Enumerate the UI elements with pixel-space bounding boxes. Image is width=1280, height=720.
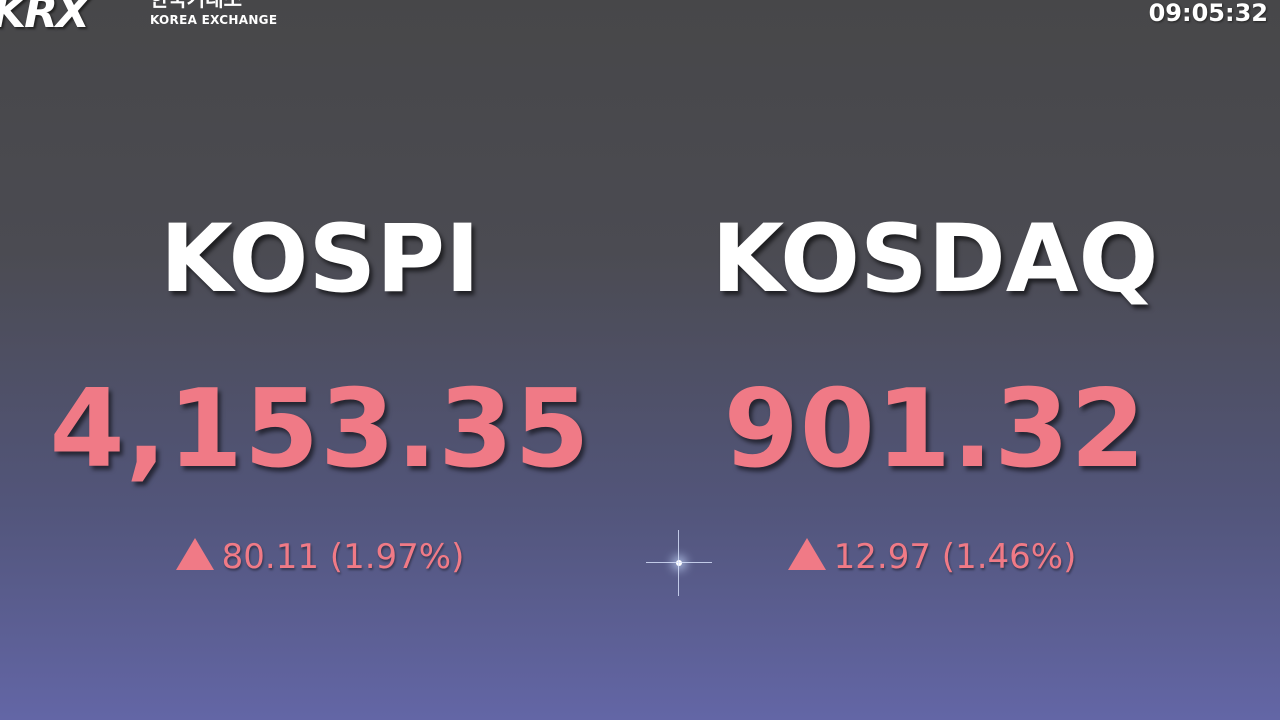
kosdaq-value: 901.32	[723, 367, 1147, 492]
kosdaq-label: KOSDAQ	[711, 205, 1159, 314]
up-triangle-icon	[787, 538, 826, 570]
kosdaq-change: 12.97 (1.46%)	[732, 535, 1132, 579]
logo-korean-text: 한국거래소	[150, 0, 242, 9]
krx-logo: KRX	[0, 0, 90, 38]
up-triangle-icon	[175, 538, 214, 570]
kosdaq-change-text: 12.97 (1.46%)	[833, 537, 1077, 577]
kospi-value: 4,153.35	[49, 367, 591, 492]
clock: 09:05:32	[1148, 0, 1268, 27]
kospi-change: 80.11 (1.97%)	[120, 535, 520, 579]
logo-english-text: KOREA EXCHANGE	[150, 13, 278, 27]
sparkle-decoration	[646, 530, 712, 596]
kospi-change-text: 80.11 (1.97%)	[221, 537, 465, 577]
kospi-label: KOSPI	[159, 205, 481, 314]
